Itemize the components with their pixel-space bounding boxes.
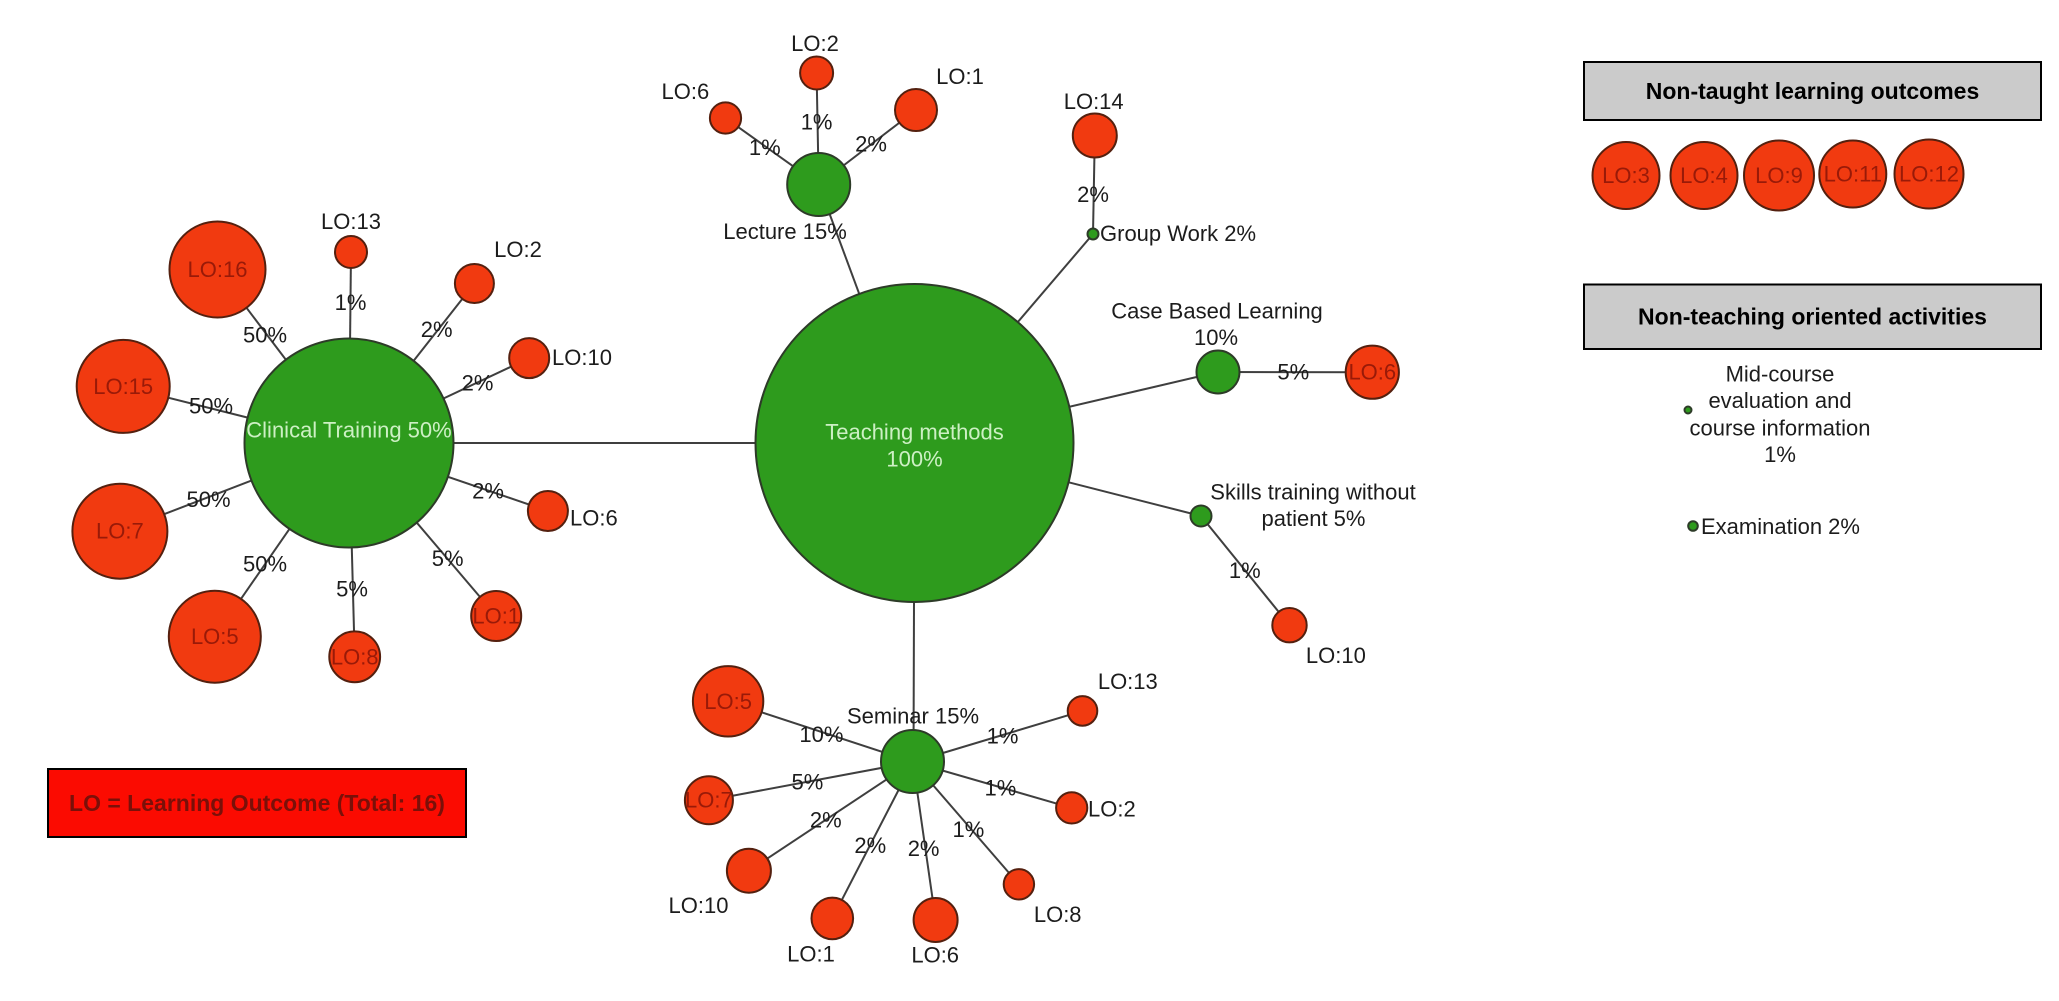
svg-text:10%: 10% [1194, 325, 1238, 350]
svg-text:evaluation and: evaluation and [1708, 388, 1851, 413]
svg-text:2%: 2% [908, 836, 940, 861]
svg-text:Group Work 2%: Group Work 2% [1100, 221, 1256, 246]
svg-text:5%: 5% [336, 577, 368, 602]
svg-text:LO = Learning Outcome (Total:: LO = Learning Outcome (Total: 16) [69, 790, 445, 816]
svg-text:10%: 10% [799, 722, 843, 747]
svg-text:Case Based Learning: Case Based Learning [1111, 299, 1323, 324]
svg-text:LO:7: LO:7 [96, 519, 144, 544]
svg-text:2%: 2% [854, 833, 886, 858]
svg-text:1%: 1% [1229, 558, 1261, 583]
svg-text:LO:6: LO:6 [662, 79, 710, 104]
svg-text:LO:12: LO:12 [1899, 162, 1959, 187]
svg-text:1%: 1% [987, 724, 1019, 749]
svg-text:LO:11: LO:11 [1824, 162, 1882, 187]
svg-text:patient 5%: patient 5% [1262, 506, 1366, 531]
svg-text:50%: 50% [243, 323, 287, 348]
svg-text:5%: 5% [792, 770, 824, 795]
svg-text:Examination 2%: Examination 2% [1701, 514, 1860, 539]
svg-text:course information: course information [1690, 416, 1871, 441]
svg-text:LO:13: LO:13 [1098, 669, 1158, 694]
svg-text:LO:10: LO:10 [1306, 643, 1366, 668]
svg-text:2%: 2% [421, 317, 453, 342]
svg-text:LO:2: LO:2 [494, 237, 542, 262]
svg-text:LO:16: LO:16 [188, 257, 248, 282]
svg-text:LO:10: LO:10 [552, 345, 612, 370]
svg-text:LO:1: LO:1 [787, 942, 835, 967]
svg-text:LO:3: LO:3 [1602, 163, 1650, 188]
svg-text:50%: 50% [243, 552, 287, 577]
svg-text:LO:14: LO:14 [1064, 89, 1124, 114]
svg-text:50%: 50% [189, 394, 233, 419]
svg-text:LO:15: LO:15 [93, 374, 153, 399]
svg-text:Non-teaching oriented activiti: Non-teaching oriented activities [1638, 304, 1987, 330]
svg-text:LO:5: LO:5 [704, 689, 752, 714]
svg-text:5%: 5% [1277, 360, 1309, 385]
svg-text:LO:10: LO:10 [669, 893, 729, 918]
svg-text:Skills training without: Skills training without [1210, 480, 1415, 505]
svg-text:LO:8: LO:8 [331, 644, 379, 669]
svg-text:2%: 2% [855, 132, 887, 157]
svg-text:LO:8: LO:8 [1034, 902, 1082, 927]
svg-text:LO:1: LO:1 [936, 64, 984, 89]
svg-text:1%: 1% [801, 110, 833, 135]
svg-text:1%: 1% [1764, 442, 1796, 467]
svg-text:Non-taught learning outcomes: Non-taught learning outcomes [1646, 78, 1980, 104]
svg-text:1%: 1% [749, 135, 781, 160]
svg-text:LO:6: LO:6 [570, 506, 618, 531]
svg-text:LO:4: LO:4 [1680, 163, 1728, 188]
svg-text:Seminar 15%: Seminar 15% [847, 704, 979, 729]
svg-text:LO:2: LO:2 [1088, 797, 1136, 822]
svg-text:LO:6: LO:6 [911, 943, 959, 968]
svg-text:Mid-course: Mid-course [1726, 362, 1835, 387]
svg-text:2%: 2% [1077, 182, 1109, 207]
svg-text:LO:1: LO:1 [472, 604, 520, 629]
svg-text:1%: 1% [985, 776, 1017, 801]
svg-text:LO:6: LO:6 [1348, 360, 1396, 385]
svg-text:LO:2: LO:2 [791, 31, 839, 56]
svg-text:Lecture 15%: Lecture 15% [723, 219, 847, 244]
svg-text:LO:9: LO:9 [1755, 163, 1803, 188]
svg-text:1%: 1% [953, 817, 985, 842]
svg-text:LO:13: LO:13 [321, 209, 381, 234]
svg-text:1%: 1% [335, 290, 367, 315]
svg-text:LO:5: LO:5 [191, 624, 239, 649]
svg-text:Clinical Training 50%: Clinical Training 50% [246, 418, 451, 443]
svg-text:2%: 2% [462, 371, 494, 396]
svg-text:LO:7: LO:7 [685, 788, 733, 813]
svg-text:100%: 100% [886, 447, 942, 472]
svg-text:2%: 2% [472, 479, 504, 504]
svg-text:2%: 2% [810, 808, 842, 833]
svg-text:50%: 50% [186, 487, 230, 512]
svg-text:5%: 5% [432, 546, 464, 571]
svg-text:Teaching methods: Teaching methods [825, 420, 1004, 445]
